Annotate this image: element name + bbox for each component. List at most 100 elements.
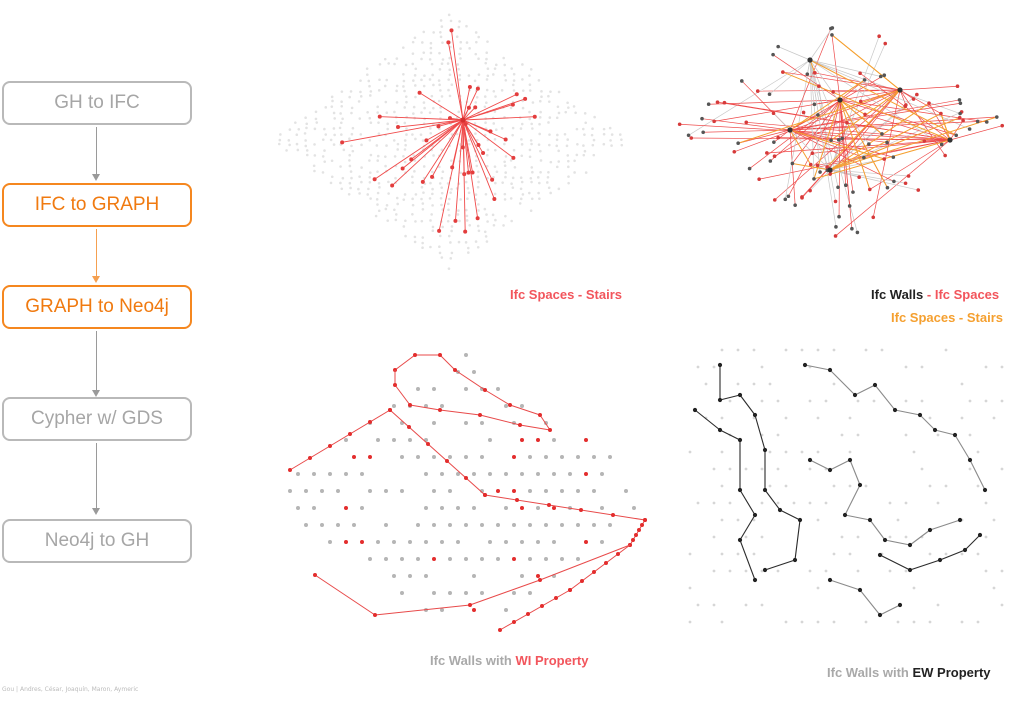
background-node (403, 121, 407, 125)
step-graph-to-neo4j[interactable]: GRAPH to Neo4j (2, 285, 192, 329)
background-node (466, 186, 470, 190)
caption-part: Ifc Spaces (934, 287, 1000, 302)
step-label: IFC to GRAPH (34, 194, 160, 215)
background-node (295, 133, 299, 136)
space-stair-edge (839, 99, 871, 190)
background-node (824, 569, 828, 573)
stair-node (453, 218, 458, 223)
wi-edge (484, 494, 646, 521)
background-node (403, 193, 407, 196)
background-node (411, 197, 414, 201)
wall-node (344, 506, 348, 510)
stair-edge (462, 116, 535, 121)
background-node (736, 382, 740, 386)
wall-node (528, 455, 532, 459)
background-node (477, 73, 481, 76)
background-node (504, 155, 508, 158)
wi-edge (439, 354, 456, 371)
wall-node (480, 421, 484, 425)
background-node (547, 121, 550, 124)
wall-node (984, 120, 989, 124)
background-node (420, 219, 424, 223)
wall-node (528, 557, 532, 561)
background-node (531, 127, 534, 130)
background-node (896, 620, 900, 624)
wall-node (416, 523, 420, 527)
wall-node (336, 523, 340, 527)
background-node (944, 348, 948, 352)
background-node (904, 365, 908, 369)
stair-edge (397, 119, 464, 128)
background-node (450, 225, 454, 228)
step-neo4j-to-gh[interactable]: Neo4j to GH (2, 519, 192, 563)
ew-edge (779, 509, 801, 521)
background-node (476, 185, 480, 189)
step-cypher-gds[interactable]: Cypher w/ GDS (2, 397, 192, 441)
wall-node (552, 540, 556, 544)
stair-node (400, 166, 405, 171)
background-node (414, 220, 417, 223)
background-node (466, 197, 469, 201)
ew-node (737, 392, 743, 398)
space-node (807, 57, 813, 63)
background-node (565, 144, 569, 148)
background-node (477, 35, 480, 39)
step-gh-to-ifc[interactable]: GH to IFC (2, 81, 192, 125)
background-node (529, 68, 533, 71)
background-node (576, 142, 579, 146)
background-node (474, 193, 478, 196)
wall-node (867, 142, 871, 146)
background-node (421, 41, 424, 44)
wall-node (320, 489, 324, 493)
background-node (338, 126, 342, 130)
graph-walls-spaces (677, 26, 1005, 238)
wall-node (384, 557, 388, 561)
wall-node (296, 472, 300, 476)
wall-node (771, 52, 775, 57)
background-node (376, 105, 379, 109)
background-node (511, 186, 515, 189)
wall-node (805, 72, 810, 76)
wall-node (432, 591, 436, 595)
wi-node (637, 528, 641, 532)
step-ifc-to-graph[interactable]: IFC to GRAPH (2, 183, 192, 227)
background-node (880, 348, 884, 352)
background-node (358, 175, 361, 178)
background-node (477, 180, 480, 184)
background-node (440, 256, 444, 259)
background-node (412, 112, 415, 115)
ew-node (802, 362, 808, 368)
ew-edge (849, 459, 861, 486)
background-node (696, 603, 700, 607)
background-node (584, 121, 588, 125)
stair-edge (451, 119, 464, 168)
background-node (360, 166, 363, 169)
background-node (538, 132, 541, 136)
ew-node (752, 512, 758, 518)
credit-text: Gou | Andres, César, Joaquín, Maron, Aym… (2, 686, 139, 693)
stair-node (372, 177, 377, 182)
background-node (521, 106, 525, 110)
wi-node (483, 493, 487, 497)
background-node (474, 159, 478, 163)
background-node (476, 224, 480, 228)
wall-node (528, 523, 532, 527)
background-node (555, 144, 559, 148)
wall-node (440, 608, 444, 612)
background-node (330, 175, 334, 179)
background-node (459, 171, 463, 175)
ew-edge (739, 489, 756, 516)
background-node (329, 181, 333, 185)
background-node (466, 246, 470, 250)
background-node (321, 138, 325, 141)
wall-space-edge (789, 129, 864, 158)
background-node (494, 95, 497, 98)
wall-node (939, 111, 943, 116)
background-node (376, 170, 379, 173)
background-node (688, 552, 692, 556)
background-node (504, 171, 507, 174)
wi-node (508, 403, 512, 407)
background-node (760, 569, 764, 573)
background-node (752, 348, 756, 352)
wall-node (520, 540, 524, 544)
